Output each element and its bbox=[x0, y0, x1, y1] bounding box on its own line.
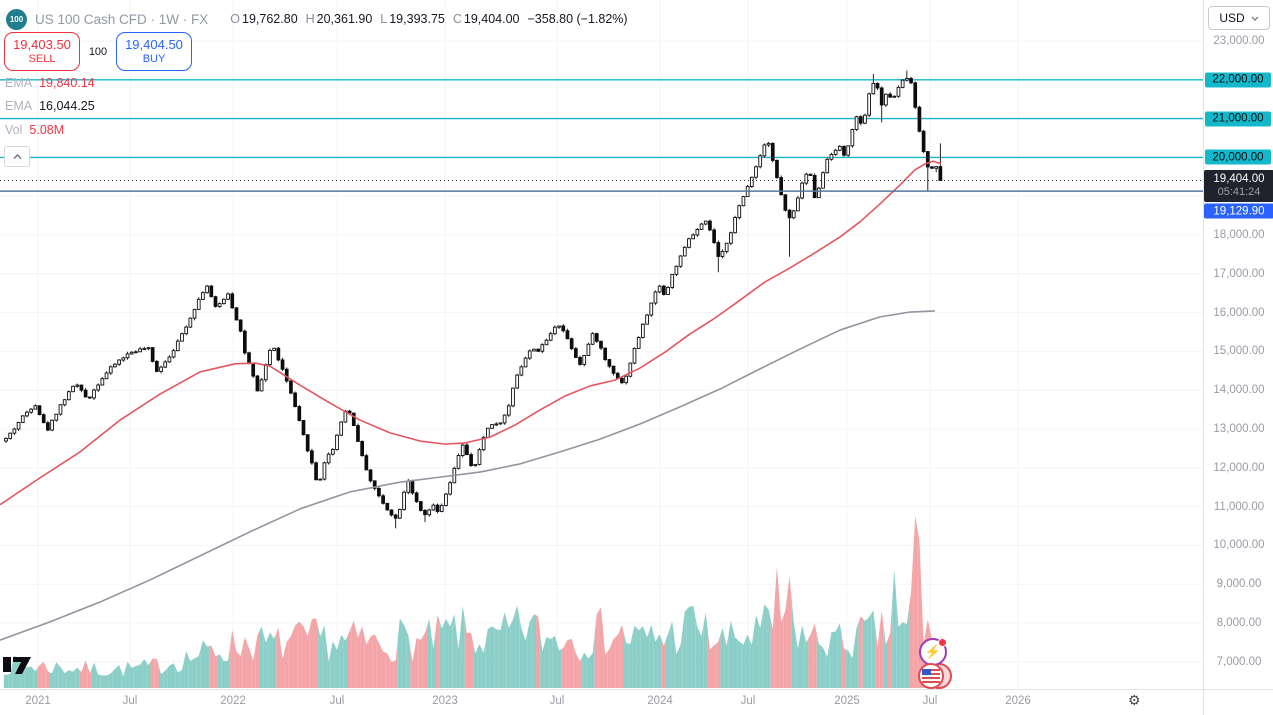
chart-canvas[interactable] bbox=[0, 0, 1203, 689]
price-axis-label: 8,000.00 bbox=[1216, 617, 1262, 629]
time-axis-label: Jul bbox=[122, 695, 138, 707]
symbol-logo-icon[interactable]: 100 bbox=[6, 8, 27, 30]
chevron-down-icon bbox=[1251, 16, 1259, 21]
time-axis-label: Jul bbox=[329, 695, 345, 707]
level-price-tag: 21,000.00 bbox=[1205, 111, 1271, 127]
high-value: 20,361.90 bbox=[316, 12, 373, 26]
time-axis-label: 2024 bbox=[647, 695, 673, 707]
last-price-tag: 19,404.00 05:41:24 bbox=[1204, 169, 1273, 203]
price-axis-label: 17,000.00 bbox=[1213, 267, 1265, 280]
time-axis-label: 2021 bbox=[25, 695, 51, 707]
tradingview-logo-icon bbox=[3, 648, 33, 679]
price-axis-label: 12,000.00 bbox=[1213, 461, 1265, 474]
price-axis-label: 9,000.00 bbox=[1216, 578, 1262, 591]
quantity-field[interactable]: 100 bbox=[88, 45, 108, 58]
open-value: 19,762.80 bbox=[242, 12, 298, 26]
blue-price-tag: 19,129.90 bbox=[1204, 203, 1273, 219]
level-price-tag: 22,000.00 bbox=[1205, 72, 1271, 88]
level-price-tag: 20,000.00 bbox=[1205, 149, 1271, 165]
axis-corner bbox=[1203, 689, 1273, 715]
ohlc-readout: O 19,762.80 H 20,361.90 L 19,393.75 C 19… bbox=[222, 12, 627, 26]
currency-toggle-button[interactable]: USD bbox=[1208, 6, 1270, 30]
currency-label: USD bbox=[1219, 11, 1245, 25]
last-price-value: 19,404.00 bbox=[1213, 172, 1265, 185]
order-panel: 19,403.50 SELL 100 19,404.50 BUY bbox=[4, 32, 192, 71]
price-axis-label: 11,000.00 bbox=[1213, 500, 1265, 513]
bar-countdown: 05:41:24 bbox=[1217, 186, 1261, 199]
time-axis-label: 2025 bbox=[834, 695, 860, 707]
indicator-value: 19,840.14 bbox=[39, 76, 95, 90]
indicator-value: 5.08M bbox=[29, 123, 65, 137]
low-value: 19,393.75 bbox=[389, 12, 445, 26]
symbol-header: 100 US 100 Cash CFD · 1W · FX O 19,762.8… bbox=[6, 8, 628, 30]
time-axis-label: Jul bbox=[740, 695, 756, 707]
price-axis-label: 16,000.00 bbox=[1213, 306, 1265, 319]
indicator-row-vol-2[interactable]: Vol 5.08M bbox=[5, 123, 64, 137]
price-axis-label: 15,000.00 bbox=[1213, 345, 1265, 358]
price-axis-label: 14,000.00 bbox=[1213, 384, 1265, 397]
high-letter: H bbox=[305, 12, 315, 26]
time-axis-label: 2026 bbox=[1005, 695, 1031, 707]
gear-icon[interactable]: ⚙ bbox=[1128, 692, 1141, 708]
buy-label: BUY bbox=[142, 52, 166, 65]
indicator-name: EMA bbox=[5, 76, 33, 90]
indicator-row-ema-0[interactable]: EMA 19,840.14 bbox=[5, 76, 95, 90]
price-axis[interactable]: USD 23,000.00 18,000.00 17,000.00 16,000.00… bbox=[1203, 0, 1273, 689]
time-axis-label: 2022 bbox=[220, 695, 246, 707]
lightning-bolt-icon: ⚡ bbox=[924, 644, 942, 659]
price-axis-label: 18,000.00 bbox=[1213, 229, 1265, 241]
close-value: 19,404.00 bbox=[463, 12, 520, 26]
indicator-row-ema-1[interactable]: EMA 16,044.25 bbox=[5, 99, 95, 113]
notification-dot bbox=[938, 638, 947, 647]
buy-price: 19,404.50 bbox=[125, 36, 183, 52]
time-axis-label: Jul bbox=[549, 695, 565, 707]
time-axis-label: Jul bbox=[922, 695, 938, 707]
time-axis[interactable]: 2021 Jul 2022 Jul 2023 Jul 2024 Jul 2025 Jul 2026 … bbox=[0, 689, 1203, 715]
time-axis-label: 2023 bbox=[432, 695, 458, 707]
open-letter: O bbox=[230, 12, 241, 26]
sell-label: SELL bbox=[28, 52, 56, 65]
buy-button[interactable]: 19,404.50 BUY bbox=[116, 32, 192, 71]
sell-price: 19,403.50 bbox=[13, 36, 71, 52]
us-flag-coin-icon[interactable] bbox=[918, 663, 944, 689]
price-axis-label: 10,000.00 bbox=[1213, 539, 1265, 552]
chevron-up-icon bbox=[13, 153, 21, 159]
symbol-title[interactable]: US 100 Cash CFD · 1W · FX bbox=[35, 11, 209, 27]
price-axis-label: 13,000.00 bbox=[1213, 423, 1265, 435]
indicator-name: EMA bbox=[5, 99, 33, 113]
close-letter: C bbox=[452, 12, 462, 26]
spark-icon[interactable]: ⚡ bbox=[919, 638, 947, 666]
price-axis-label: 23,000.00 bbox=[1213, 35, 1265, 47]
sell-button[interactable]: 19,403.50 SELL bbox=[4, 32, 80, 71]
indicator-name: Vol bbox=[5, 123, 23, 137]
price-axis-label: 7,000.00 bbox=[1216, 655, 1262, 668]
indicator-value: 16,044.25 bbox=[39, 99, 95, 113]
low-letter: L bbox=[380, 12, 388, 26]
collapse-legend-button[interactable] bbox=[4, 146, 30, 167]
change-value: −358.80 (−1.82%) bbox=[527, 12, 628, 26]
